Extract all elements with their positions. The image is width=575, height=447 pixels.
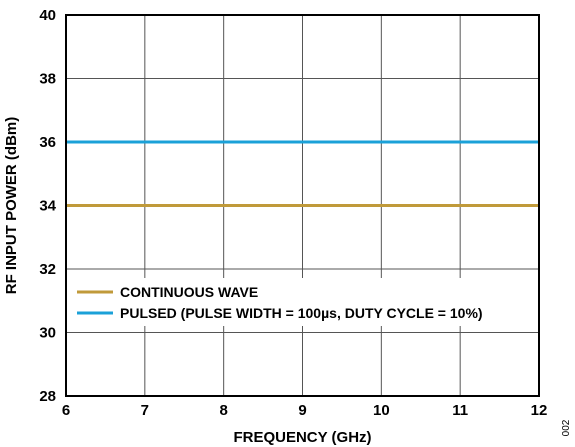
legend: CONTINUOUS WAVE PULSED (PULSE WIDTH = 100… xyxy=(70,278,483,326)
x-tick-label: 9 xyxy=(298,402,306,419)
y-tick-label: 38 xyxy=(39,71,56,88)
legend-background xyxy=(70,278,468,326)
x-tick-label: 8 xyxy=(219,402,227,419)
legend-label-2: PULSED (PULSE WIDTH = 100µs, DUTY CYCLE … xyxy=(120,305,483,321)
x-tick-label: 11 xyxy=(452,402,468,419)
figure-id: 002 xyxy=(561,419,572,436)
y-tick-labels: 28 30 32 34 36 38 40 xyxy=(39,7,56,405)
plot-frame xyxy=(65,14,540,397)
y-tick-label: 34 xyxy=(39,198,56,215)
y-axis-title: RF INPUT POWER (dBm) xyxy=(3,117,20,295)
series-lines xyxy=(66,140,539,207)
x-axis-title: FREQUENCY (GHz) xyxy=(233,429,371,446)
x-tick-label: 10 xyxy=(373,402,390,419)
y-tick-label: 36 xyxy=(39,134,56,151)
y-tick-label: 28 xyxy=(39,388,56,405)
x-tick-label: 7 xyxy=(141,402,149,419)
x-tick-labels: 6 7 8 9 10 11 12 xyxy=(62,402,548,419)
y-tick-label: 30 xyxy=(39,325,56,342)
y-tick-label: 32 xyxy=(39,261,56,278)
y-tick-label: 40 xyxy=(39,7,56,24)
x-tick-label: 6 xyxy=(62,402,70,419)
legend-label-1: CONTINUOUS WAVE xyxy=(120,284,258,300)
x-tick-label: 12 xyxy=(531,402,548,419)
